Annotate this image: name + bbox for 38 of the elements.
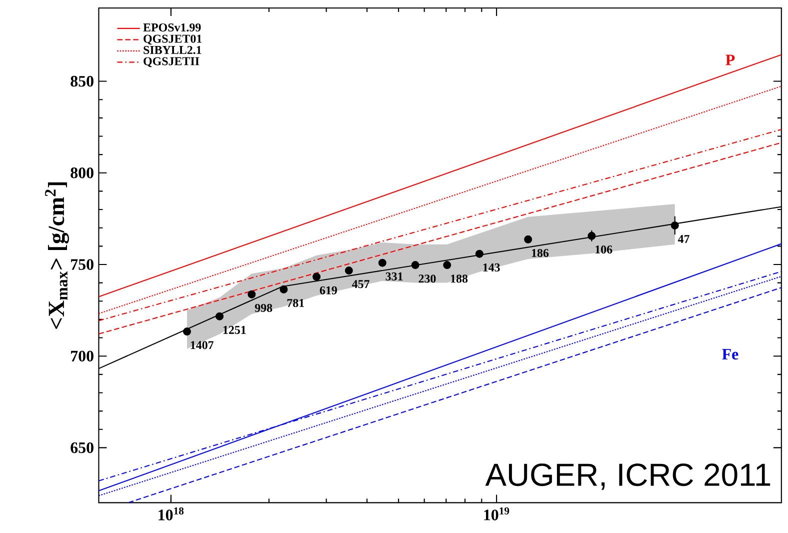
point — [443, 260, 452, 269]
annotation: 186 — [532, 248, 549, 257]
annotation: AUGER, ICRC 2011 — [485, 463, 770, 490]
point — [475, 250, 484, 258]
annotation: 143 — [483, 263, 500, 272]
y-tick-label: 850 — [70, 76, 94, 86]
point — [248, 290, 256, 298]
y-tick-label: 750 — [71, 258, 94, 270]
annotation: 47 — [678, 234, 690, 243]
annotation: 230 — [418, 274, 436, 283]
y-tick-label: 700 — [71, 350, 94, 362]
annotation: Fe — [722, 348, 738, 360]
point — [378, 258, 386, 267]
annotation: 106 — [596, 245, 612, 254]
annotation: 619 — [320, 286, 337, 294]
annotation: 331 — [386, 272, 403, 280]
annotation: 1407 — [190, 340, 214, 350]
annotation: 188 — [450, 274, 468, 283]
y-tick-label: 650 — [70, 442, 94, 453]
annotation: 1251 — [223, 326, 246, 334]
point — [411, 260, 420, 269]
legend-label: QGSJET01 — [144, 34, 202, 44]
legend-label: QGSJETII — [144, 57, 200, 67]
annotation: 457 — [352, 280, 370, 288]
annotation: 781 — [287, 298, 304, 307]
annotation: 998 — [254, 304, 272, 312]
point — [183, 327, 191, 336]
point — [344, 266, 353, 274]
y-tick-label: 800 — [70, 167, 94, 178]
point — [216, 312, 224, 320]
y-axis-title: <X$_{max}$> [g/cm$^{2}$] — [45, 182, 69, 329]
x-tick-label: 10$^{18}$ — [158, 507, 184, 520]
point — [280, 285, 288, 294]
x-tick-label: 10$^{19}$ — [484, 507, 510, 520]
annotation: P — [726, 54, 735, 65]
legend-label: SIBYLL2.1 — [144, 46, 202, 54]
point — [312, 272, 321, 281]
legend-label: EPOSv1.99 — [143, 23, 201, 32]
